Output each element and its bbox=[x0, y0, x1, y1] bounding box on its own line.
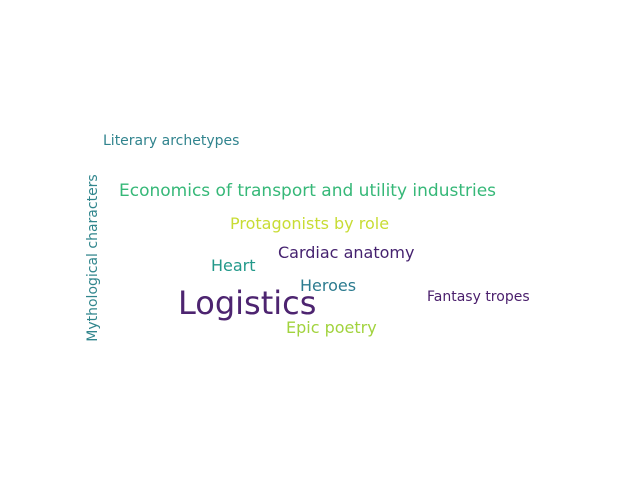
word-heroes: Heroes bbox=[300, 276, 357, 295]
word-literary-archetypes: Literary archetypes bbox=[103, 133, 240, 149]
word-protagonists-by-role: Protagonists by role bbox=[230, 214, 390, 233]
word-economics-transport: Economics of transport and utility indus… bbox=[119, 181, 497, 201]
word-heart: Heart bbox=[211, 256, 256, 275]
word-epic-poetry: Epic poetry bbox=[286, 318, 377, 337]
word-fantasy-tropes: Fantasy tropes bbox=[427, 289, 530, 305]
word-logistics: Logistics bbox=[178, 284, 317, 322]
word-mythological-characters: Mythological characters bbox=[85, 174, 101, 342]
word-cardiac-anatomy: Cardiac anatomy bbox=[278, 243, 415, 262]
